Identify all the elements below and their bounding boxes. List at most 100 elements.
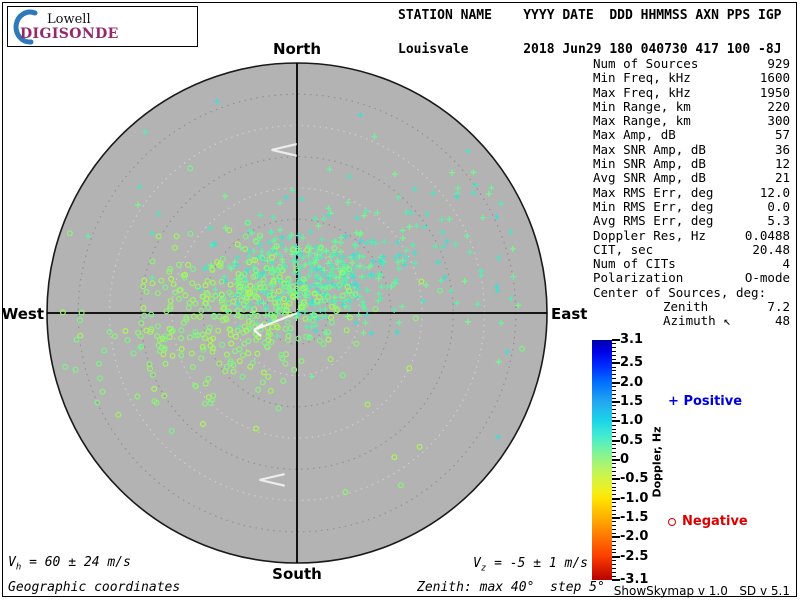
source-point [323,247,330,254]
source-point [286,300,293,307]
source-point [307,229,314,235]
source-point [251,306,258,313]
source-point [325,205,332,212]
stat-label: Max Amp, dB [593,127,676,143]
source-point [354,282,361,289]
source-point [406,223,413,230]
source-point [267,331,274,338]
source-point [420,298,427,304]
source-point [247,289,254,296]
source-point [280,377,287,384]
source-point [504,348,511,355]
source-point [346,287,353,294]
source-point [277,226,283,233]
source-point [325,336,332,343]
source-point [277,200,283,207]
colorbar-tick [612,505,616,507]
compass-label-north: North [272,40,322,58]
version-label: ShowSkymap v 1.0 SD v 5.1 [613,584,790,598]
colorbar-tick [612,385,616,387]
legend-negative-label: Negative [682,514,748,529]
source-point [246,253,253,259]
source-point [199,421,206,428]
source-point [205,375,212,382]
source-point [234,241,241,248]
source-point [453,299,460,306]
source-point [494,287,501,294]
source-point [73,336,80,343]
source-point [154,323,161,330]
source-point [203,289,210,296]
source-point [347,282,354,289]
source-point [314,251,321,258]
source-point [325,212,332,219]
source-point [153,399,160,406]
source-point [399,303,406,310]
source-point [320,215,327,222]
source-point [376,270,383,277]
source-point [265,250,272,257]
source-point [151,385,158,392]
source-point [202,282,209,289]
stat-label: Min SNR Amp, dB [593,156,706,172]
stat-label: Avg RMS Err, deg [593,213,714,229]
source-point [257,242,263,249]
source-point [295,335,302,342]
source-point [111,333,118,340]
source-point [231,263,238,270]
source-point [279,355,286,362]
source-point [237,283,244,290]
legend-negative: Negative [668,514,748,529]
colorbar-tick [612,490,616,492]
source-point [360,301,367,308]
source-point [193,383,200,390]
source-point [396,319,403,326]
source-point [212,292,219,299]
source-point [352,290,359,297]
source-point [240,306,247,313]
source-point [449,169,455,176]
stat-value: 0.0 [767,198,790,214]
source-point [439,229,446,236]
source-point [281,302,288,309]
colorbar-tick [612,478,620,481]
source-point [199,344,206,351]
source-point [327,298,334,305]
source-point [308,268,315,275]
coordinates-note: Geographic coordinates [8,580,181,595]
source-point [328,261,334,268]
colorbar-tick [612,467,616,469]
source-point [209,279,216,286]
source-point [353,229,360,236]
source-point [270,275,277,282]
source-point [327,356,334,363]
source-point [267,295,274,302]
source-point [331,245,338,252]
source-point [199,293,206,300]
source-point [357,111,364,118]
source-point [242,233,249,240]
colorbar-tick [612,409,616,411]
source-point [290,290,297,297]
stat-value: 12 [774,156,790,172]
source-point [270,282,277,289]
stat-row: Max Freq, kHz 1950 [593,85,790,100]
source-point [311,215,318,222]
source-point [495,358,502,365]
source-point [313,272,320,279]
source-point [378,283,385,290]
source-point [228,340,235,347]
source-point [353,214,360,221]
source-point [470,189,477,196]
source-point [289,243,296,250]
vertical-velocity-value: Vz = -5 ± 1 m/s [473,556,588,574]
source-point [298,195,305,202]
logo-lowell-text: Lowell [47,12,91,27]
source-point [346,314,353,321]
source-point [154,333,161,340]
source-point [167,266,174,273]
source-point [273,243,280,250]
source-point [320,271,327,278]
source-point [176,295,183,302]
source-point [251,313,258,320]
